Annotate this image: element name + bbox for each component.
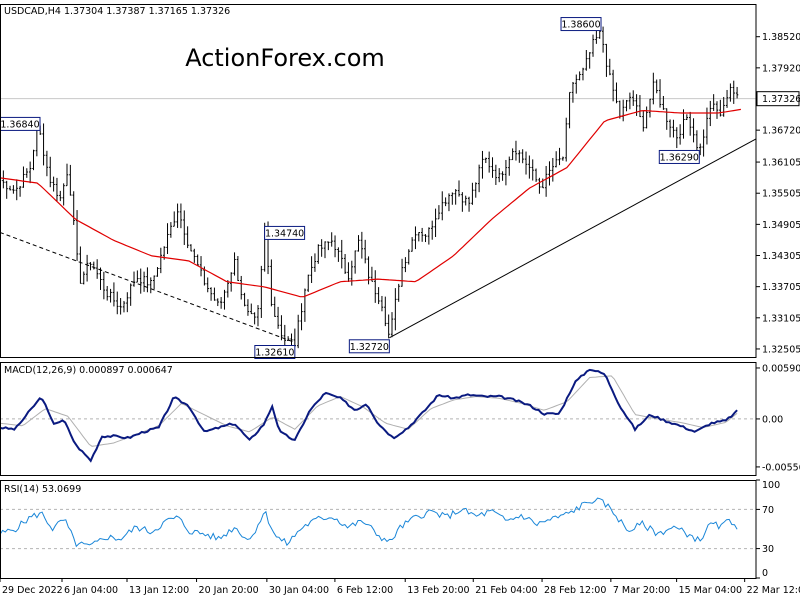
price-label-text: 1.34740 <box>265 228 304 239</box>
time-tick-label: 6 Jan 04:00 <box>64 585 118 596</box>
time-tick-label: 13 Feb 20:00 <box>407 585 469 596</box>
time-tick-label: 13 Jan 12:00 <box>129 585 189 596</box>
price-label-text: 1.36840 <box>0 119 39 130</box>
rsi-y-tick-label: 70 <box>762 505 774 516</box>
time-tick-label: 28 Feb 12:00 <box>544 585 606 596</box>
price-label-text: 1.32610 <box>255 348 294 359</box>
rsi-y-tick-label: 30 <box>762 544 774 555</box>
time-tick-label: 29 Dec 2022 <box>2 585 63 596</box>
price-label-text: 1.38600 <box>561 20 600 31</box>
price-panel-header: USDCAD,H4 1.37304 1.37387 1.37165 1.3732… <box>4 6 230 17</box>
macd-panel-header: MACD(12,26,9) 0.000897 0.000647 <box>4 365 173 376</box>
macd-y-tick-label: 0.005908 <box>762 363 800 374</box>
price-y-tick-label: 1.38520 <box>762 32 800 43</box>
macd-y-tick-label: 0.00 <box>762 414 783 425</box>
price-y-tick-label: 1.32505 <box>762 344 800 355</box>
price-y-tick-label: 1.33105 <box>762 313 800 324</box>
price-y-tick-label: 1.34305 <box>762 251 800 262</box>
watermark-text: ActionForex.com <box>185 44 385 72</box>
price-y-tick-label: 1.36720 <box>762 126 800 137</box>
time-tick-label: 22 Mar 12:00 <box>747 585 800 596</box>
price-y-tick-label: 1.33705 <box>762 282 800 293</box>
price-label-text: 1.32720 <box>350 342 389 353</box>
time-tick-label: 6 Feb 12:00 <box>337 585 393 596</box>
macd-y-tick-label: -0.005563 <box>762 462 800 473</box>
price-y-tick-label: 1.34905 <box>762 220 800 231</box>
time-tick-label: 20 Jan 20:00 <box>199 585 259 596</box>
time-tick-label: 15 Mar 04:00 <box>679 585 742 596</box>
rsi-y-tick-label: 100 <box>762 480 780 491</box>
price-y-tick-label: 1.36105 <box>762 158 800 169</box>
time-tick-label: 30 Jan 04:00 <box>269 585 329 596</box>
time-tick-label: 7 Mar 20:00 <box>613 585 670 596</box>
rsi-panel-header: RSI(14) 53.0699 <box>4 484 81 495</box>
rsi-y-tick-label: 0 <box>762 568 768 579</box>
time-tick-label: 21 Feb 04:00 <box>475 585 537 596</box>
price-y-tick-label: 1.37326 <box>762 94 800 105</box>
price-y-tick-label: 1.37920 <box>762 63 800 74</box>
price-label-text: 1.36290 <box>660 152 699 163</box>
price-y-tick-label: 1.35505 <box>762 189 800 200</box>
